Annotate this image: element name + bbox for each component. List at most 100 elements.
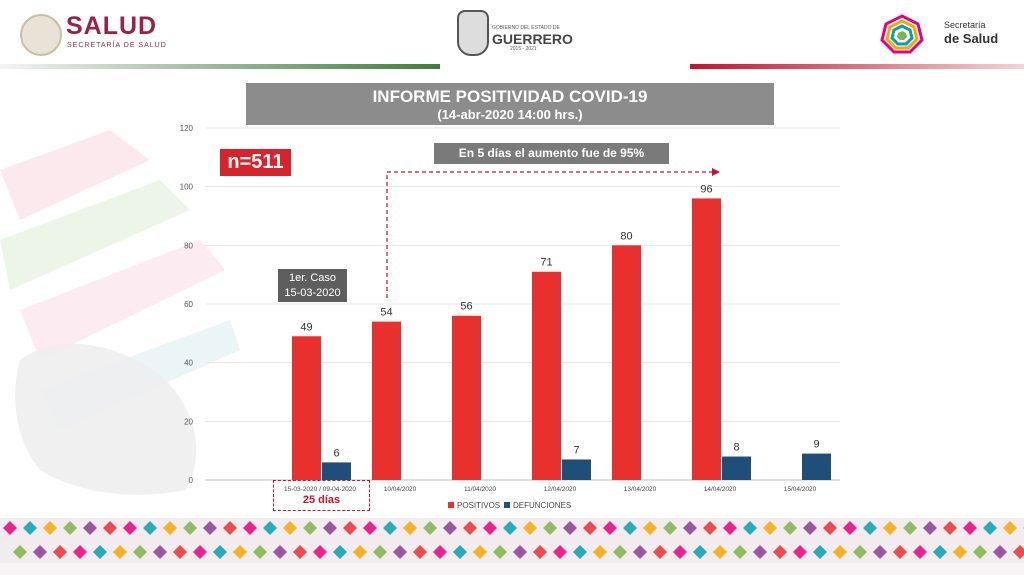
chart-legend: POSITIVOS DEFUNCIONES [448, 501, 571, 510]
x-tick-label: 13/04/2020 [624, 486, 657, 493]
bar-positivos [692, 198, 721, 480]
legend-label: DEFUNCIONES [513, 501, 571, 510]
growth-arrow-head [712, 168, 720, 176]
textile-motif [533, 545, 547, 559]
textile-motif [913, 545, 927, 559]
textile-motif [693, 545, 707, 559]
textile-motif [883, 521, 897, 535]
bar-positivos [532, 271, 561, 480]
textile-motif [573, 545, 587, 559]
data-label: 71 [540, 257, 552, 269]
textile-motif [783, 521, 797, 535]
textile-motif [963, 521, 977, 535]
textile-motif [253, 545, 267, 559]
textile-motif [323, 521, 337, 535]
textile-motif [153, 545, 167, 559]
first-case-line1: 1er. Caso [288, 272, 337, 284]
guerrero-shield-icon [457, 10, 489, 56]
textile-motif [973, 545, 987, 559]
textile-motif [53, 545, 67, 559]
chart-subtitle: (14-abr-2020 14:00 hrs.) [437, 107, 583, 122]
textile-motif [143, 521, 157, 535]
textile-motif [873, 545, 887, 559]
textile-motif [523, 521, 537, 535]
textile-motif [363, 521, 377, 535]
textile-motif [263, 521, 277, 535]
y-tick-label: 20 [184, 417, 193, 426]
textile-motif [733, 545, 747, 559]
bar-defunciones [562, 459, 591, 480]
header: SALUD SECRETARÍA DE SALUD GOBIERNO DEL E… [0, 0, 1024, 70]
textile-motif [313, 545, 327, 559]
textile-motif [603, 521, 617, 535]
textile-motif [673, 545, 687, 559]
textile-motif [593, 545, 607, 559]
guerrero-logo-small: GOBIERNO DEL ESTADO DE [492, 25, 560, 31]
textile-motif [163, 521, 177, 535]
textile-motif [923, 521, 937, 535]
textile-motif [1003, 521, 1017, 535]
textile-motif [803, 521, 817, 535]
textile-motif [333, 545, 347, 559]
data-label: 49 [300, 321, 312, 333]
bar-defunciones [322, 462, 351, 480]
textile-motif [453, 545, 467, 559]
secretaria-line1: Secretaría [944, 20, 986, 30]
textile-motif [373, 545, 387, 559]
textile-motif [203, 521, 217, 535]
header-stripe-left [0, 64, 440, 69]
textile-motif [743, 521, 757, 535]
textile-motif [273, 545, 287, 559]
textile-motif [283, 521, 297, 535]
textile-motif [93, 545, 107, 559]
y-tick-label: 120 [180, 124, 194, 133]
textile-motif [843, 521, 857, 535]
data-label: 9 [813, 439, 819, 451]
days-label: 25 días [302, 494, 341, 506]
mexico-seal-icon [20, 14, 62, 56]
textile-motif [193, 545, 207, 559]
y-tick-label: 80 [184, 241, 193, 250]
x-tick-label: 11/04/2020 [464, 486, 496, 493]
data-label: 80 [620, 230, 632, 242]
background-decoration [0, 130, 240, 495]
data-label: 96 [700, 183, 712, 195]
data-label: 6 [333, 447, 339, 459]
textile-motif [543, 521, 557, 535]
textile-motif [583, 521, 597, 535]
textile-motif [613, 545, 627, 559]
data-label: 56 [460, 301, 472, 313]
textile-motif [23, 521, 37, 535]
textile-motif [423, 521, 437, 535]
textile-pattern-border [0, 518, 1024, 575]
textile-motif [353, 545, 367, 559]
textile-motif [403, 521, 417, 535]
x-tick-label: 15/04/2020 [784, 486, 817, 493]
textile-motif [663, 521, 677, 535]
x-tick-label: 14/04/2020 [704, 486, 737, 493]
textile-motif [223, 521, 237, 535]
data-label: 54 [380, 307, 392, 319]
textile-motif [483, 521, 497, 535]
y-tick-label: 100 [180, 183, 194, 192]
textile-motif [213, 545, 227, 559]
textile-motif [433, 545, 447, 559]
growth-arrow-line [386, 171, 712, 298]
textile-motif [183, 521, 197, 535]
bar-defunciones [802, 453, 831, 480]
textile-motif [863, 521, 877, 535]
textile-motif [553, 545, 567, 559]
legend-swatch [448, 502, 454, 508]
textile-motif [343, 521, 357, 535]
textile-motif [833, 545, 847, 559]
textile-motif [413, 545, 427, 559]
textile-motif [983, 521, 997, 535]
textile-motif [703, 521, 717, 535]
salud-logo-title: SALUD [66, 12, 158, 40]
textile-motif [903, 521, 917, 535]
secretaria-line2: de Salud [944, 31, 999, 46]
n-total-badge: n=511 [220, 149, 291, 176]
textile-motif [723, 521, 737, 535]
textile-motif [773, 545, 787, 559]
textile-motif [443, 521, 457, 535]
